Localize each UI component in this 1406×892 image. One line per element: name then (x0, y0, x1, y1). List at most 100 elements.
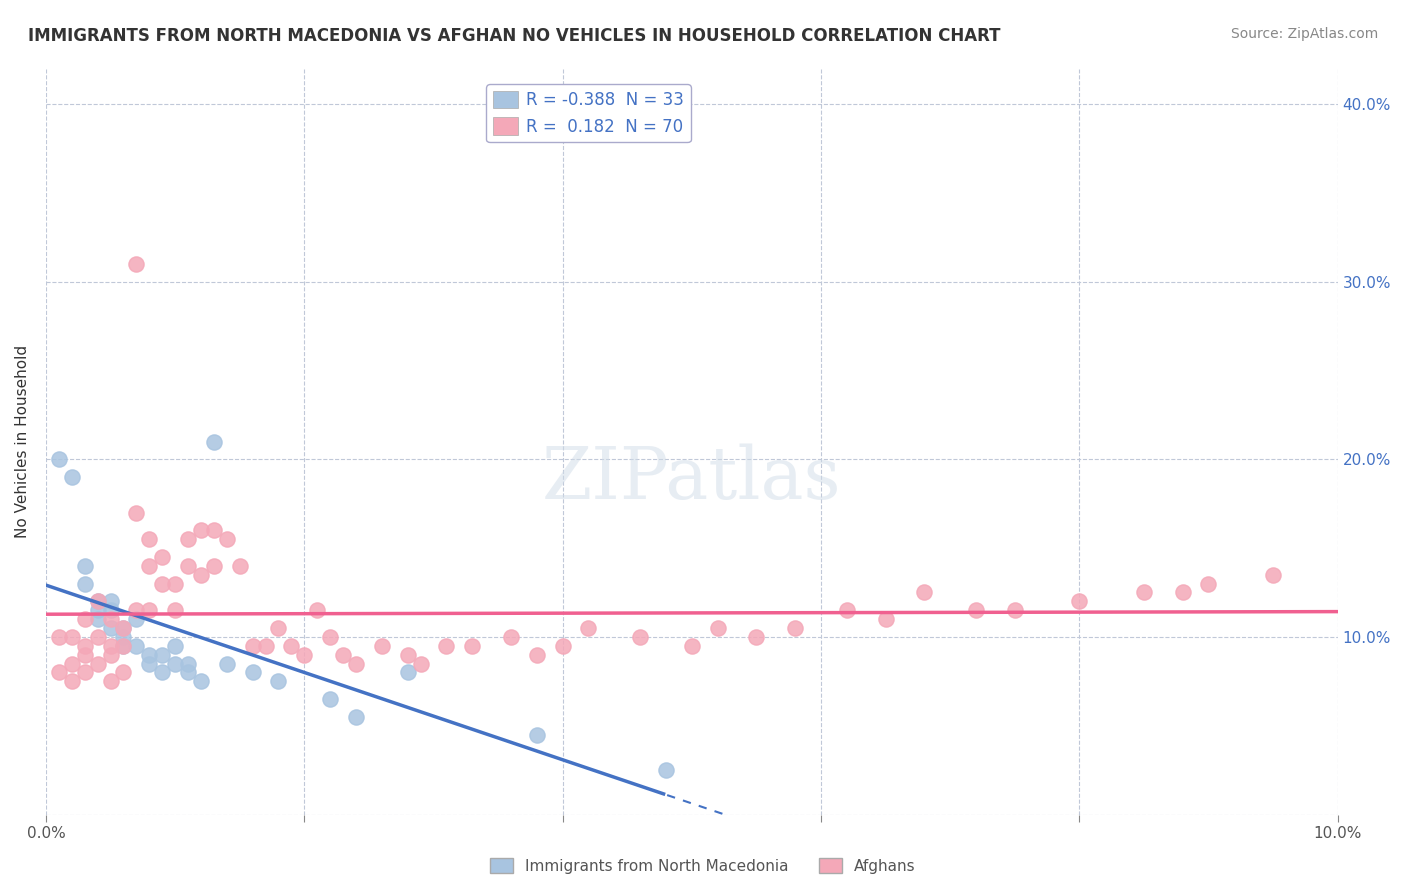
Point (86, 594, 108, 608)
Legend: R = -0.388  N = 33, R =  0.182  N = 70: R = -0.388 N = 33, R = 0.182 N = 70 (486, 85, 690, 143)
Point (150, 576, 173, 591)
Point (875, 612, 897, 626)
Point (100, 648, 122, 662)
Point (242, 639, 264, 653)
Point (344, 710, 367, 724)
Point (655, 763, 678, 777)
Point (434, 639, 457, 653)
Point (785, 621, 807, 635)
Point (409, 657, 432, 671)
Point (112, 621, 135, 635)
Point (242, 665, 264, 680)
Point (526, 728, 548, 742)
Point (165, 576, 187, 591)
Point (578, 621, 600, 635)
Point (1069, 594, 1091, 608)
Point (112, 665, 135, 680)
Point (254, 639, 277, 653)
Point (150, 665, 173, 680)
Point (461, 639, 484, 653)
Point (1171, 585, 1194, 599)
Point (73, 558, 96, 573)
Point (292, 648, 315, 662)
Point (112, 621, 135, 635)
Point (202, 524, 225, 538)
Point (60, 657, 83, 671)
Point (202, 434, 225, 449)
Point (745, 630, 768, 644)
Point (165, 657, 187, 671)
Point (681, 639, 703, 653)
Point (100, 639, 122, 653)
Point (60, 674, 83, 689)
Point (835, 603, 858, 617)
Point (138, 558, 160, 573)
Legend: Immigrants from North Macedonia, Afghans: Immigrants from North Macedonia, Afghans (484, 852, 922, 880)
Point (396, 648, 419, 662)
Point (190, 567, 212, 582)
Point (73, 639, 96, 653)
Point (628, 630, 651, 644)
Point (280, 639, 302, 653)
Point (267, 621, 290, 635)
Point (112, 639, 135, 653)
Point (371, 639, 394, 653)
Point (86, 657, 108, 671)
Point (344, 657, 367, 671)
Point (86, 630, 108, 644)
Point (73, 648, 96, 662)
Point (100, 674, 122, 689)
Point (912, 585, 935, 599)
Point (73, 665, 96, 680)
Point (48, 665, 70, 680)
Point (526, 648, 548, 662)
Point (86, 594, 108, 608)
Point (396, 665, 419, 680)
Point (125, 612, 148, 626)
Point (125, 257, 148, 271)
Point (112, 630, 135, 644)
Point (165, 603, 187, 617)
Point (965, 603, 987, 617)
Point (73, 612, 96, 626)
Point (138, 657, 160, 671)
Point (138, 648, 160, 662)
Point (190, 674, 212, 689)
Point (332, 648, 354, 662)
Point (60, 470, 83, 484)
Point (177, 532, 200, 546)
Point (202, 558, 225, 573)
Text: Source: ZipAtlas.com: Source: ZipAtlas.com (1230, 27, 1378, 41)
Y-axis label: No Vehicles in Household: No Vehicles in Household (15, 345, 30, 538)
Point (319, 692, 342, 706)
Point (177, 558, 200, 573)
Point (125, 506, 148, 520)
Point (1133, 585, 1156, 599)
Point (1261, 567, 1284, 582)
Point (60, 630, 83, 644)
Point (499, 630, 522, 644)
Point (319, 630, 342, 644)
Point (100, 603, 122, 617)
Text: IMMIGRANTS FROM NORTH MACEDONIA VS AFGHAN NO VEHICLES IN HOUSEHOLD CORRELATION C: IMMIGRANTS FROM NORTH MACEDONIA VS AFGHA… (28, 27, 1001, 45)
Point (177, 665, 200, 680)
Point (125, 603, 148, 617)
Point (48, 630, 70, 644)
Point (1004, 603, 1026, 617)
Point (1198, 576, 1220, 591)
Point (73, 576, 96, 591)
Point (551, 639, 574, 653)
Text: ZIPatlas: ZIPatlas (541, 443, 842, 514)
Point (215, 532, 238, 546)
Point (125, 639, 148, 653)
Point (86, 603, 108, 617)
Point (706, 621, 728, 635)
Point (190, 524, 212, 538)
Point (165, 639, 187, 653)
Point (267, 674, 290, 689)
Point (307, 603, 329, 617)
Point (150, 648, 173, 662)
Point (48, 452, 70, 467)
Point (138, 603, 160, 617)
Point (138, 532, 160, 546)
